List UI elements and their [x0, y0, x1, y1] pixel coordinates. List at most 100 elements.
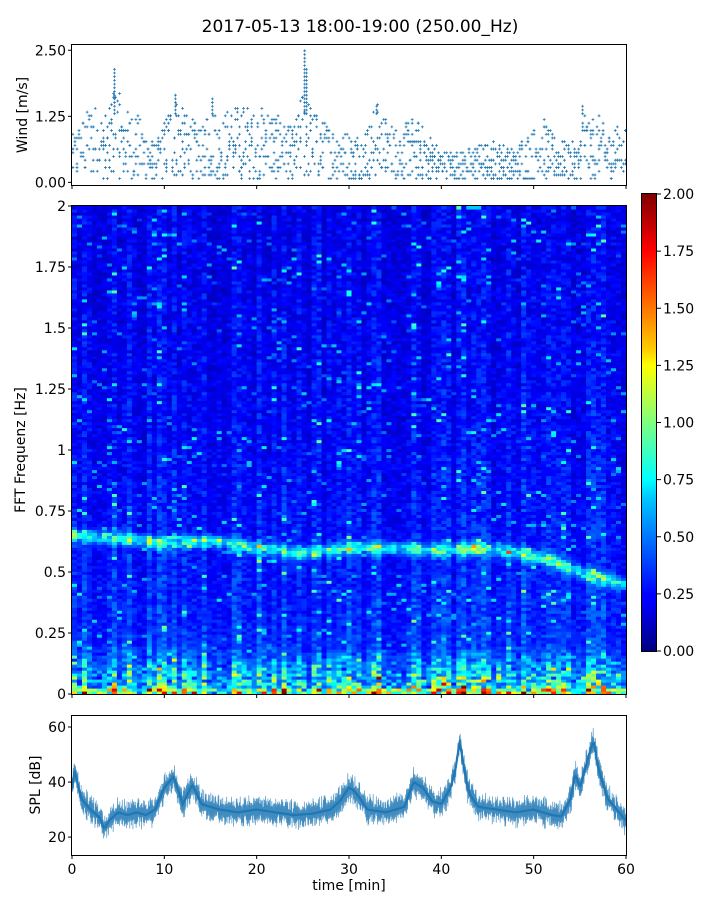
wind-point [303, 53, 307, 56]
wind-point [565, 169, 568, 173]
wind-point [242, 106, 245, 110]
spectrogram-cell [101, 206, 108, 210]
wind-point [303, 64, 307, 68]
wind-point [217, 162, 221, 166]
wind-point [286, 162, 290, 166]
wind-point [250, 143, 254, 147]
wind-point [414, 177, 418, 181]
wind-point [536, 158, 540, 162]
figure-title: 2017-05-13 18:00-19:00 (250.00_Hz) [202, 17, 519, 37]
wind-point [613, 129, 617, 132]
wind-point [498, 162, 501, 166]
wind-point [240, 158, 243, 162]
wind-point [116, 99, 120, 103]
wind-point [347, 162, 351, 166]
wind-point [323, 121, 327, 125]
wind-point [252, 166, 256, 169]
wind-point [175, 103, 178, 107]
wind-point [209, 158, 213, 162]
wind-point [593, 173, 597, 177]
wind-point [106, 151, 109, 155]
wind-point [410, 121, 414, 125]
wind-point [219, 155, 223, 158]
wind-point [282, 136, 286, 140]
wind-point [319, 158, 323, 162]
wind-point [571, 140, 575, 144]
wind-point [227, 143, 231, 147]
wind-point [303, 155, 306, 158]
wind-point [108, 143, 111, 147]
wind-point [173, 151, 176, 155]
wind-point [234, 147, 237, 151]
wind-point [579, 140, 583, 144]
wind-point [309, 114, 312, 118]
wind-point [110, 103, 113, 107]
wind-point [587, 166, 591, 169]
wind-point [181, 147, 185, 151]
spectrogram-cell [76, 206, 83, 210]
wind-point [372, 110, 375, 114]
wind-point [400, 162, 404, 166]
wind-point [433, 162, 436, 166]
wind-point [134, 162, 138, 166]
wind-point [357, 173, 361, 177]
wind-point [209, 162, 213, 166]
wind-point [433, 147, 436, 151]
wind-point [341, 147, 345, 151]
wind-point [542, 118, 546, 121]
wind-point [305, 78, 308, 82]
wind-point [118, 103, 122, 107]
wind-point [193, 129, 197, 132]
wind-point [309, 169, 312, 173]
wind-point [258, 169, 262, 173]
wind-point [504, 158, 507, 162]
wind-point [73, 143, 77, 147]
wind-point [494, 162, 497, 166]
wind-point [552, 136, 556, 140]
wind-point [622, 169, 625, 173]
wind-point [563, 158, 566, 162]
wind-point [81, 151, 85, 155]
wind-point [297, 114, 300, 118]
wind-point [93, 106, 97, 110]
wind-point [183, 121, 187, 125]
wind-point [441, 169, 445, 173]
wind-point [548, 166, 552, 169]
wind-point [174, 93, 177, 97]
wind-point [195, 158, 199, 162]
wind-point [502, 169, 505, 173]
wind-point [156, 136, 160, 140]
wind-point [530, 155, 534, 158]
wind-point [463, 177, 467, 181]
wind-point [87, 147, 91, 151]
wind-point [303, 173, 306, 177]
wind-point [410, 118, 414, 121]
wind-point [431, 151, 434, 155]
wind-point [305, 112, 308, 116]
wind-point [368, 173, 371, 177]
wind-point [195, 132, 199, 136]
wind-point [589, 136, 593, 140]
wind-point [587, 121, 591, 125]
wind-point [347, 136, 351, 140]
wind-point [327, 129, 331, 132]
wind-point [181, 140, 185, 144]
wind-point [101, 140, 105, 144]
wind-point [110, 129, 113, 132]
wind-point [276, 169, 280, 173]
wind-point [487, 173, 491, 177]
wind-point [187, 158, 191, 162]
wind-point [587, 162, 591, 166]
wind-point [120, 125, 124, 129]
wind-point [108, 106, 111, 110]
wind-point [370, 166, 373, 169]
wind-point [276, 158, 280, 162]
wind-point [516, 177, 520, 181]
spectrogram-cell [106, 206, 113, 210]
wind-point [113, 78, 116, 82]
wind-point [311, 151, 315, 155]
wind-point [217, 136, 221, 140]
wind-point [305, 104, 308, 108]
wind-point [435, 177, 438, 181]
wind-point [526, 140, 530, 144]
